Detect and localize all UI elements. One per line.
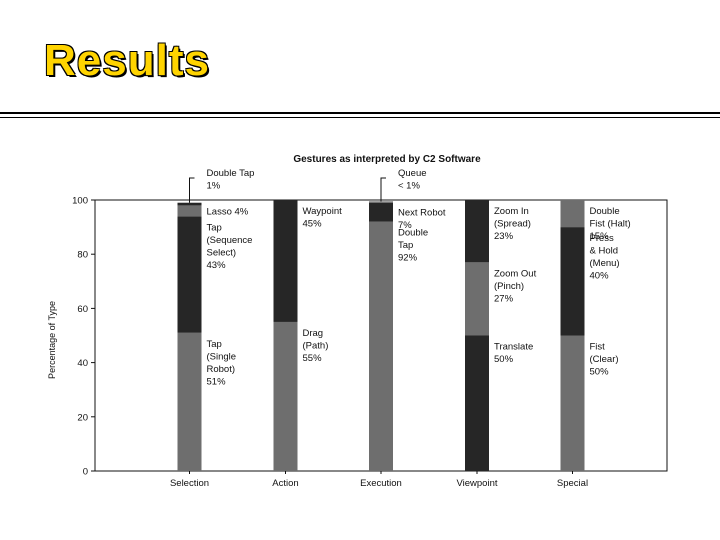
bar-segment [177, 216, 202, 333]
y-tick-label: 80 [77, 250, 88, 261]
segment-label: Double Tap 92% [398, 228, 428, 264]
segment-label: Double Tap 1% [207, 168, 255, 192]
bar-segment [273, 321, 298, 471]
segment-label: Lasso 4% [207, 206, 249, 217]
segment-label: Fist (Clear) 50% [590, 342, 619, 378]
bar-segment [465, 262, 489, 336]
x-tick-label: Execution [360, 478, 402, 489]
bar-segment [465, 335, 489, 471]
bar-segment [560, 335, 585, 471]
x-tick-label: Special [557, 478, 588, 489]
bar-segment [369, 202, 393, 222]
callout-leader [189, 177, 195, 203]
title-divider-thin [0, 117, 720, 118]
bar-segment [369, 201, 393, 203]
segment-label: Waypoint 45% [303, 206, 343, 230]
x-tick-label: Viewpoint [456, 478, 497, 489]
bar-segment [465, 200, 489, 263]
stacked-bar-chart: Gestures as interpreted by C2 Software P… [47, 154, 668, 489]
segment-label: Press & Hold (Menu) 40% [590, 233, 620, 282]
segment-label: Tap (Single Robot) 51% [207, 339, 237, 388]
bar-segment [560, 227, 585, 336]
bar-segment [177, 202, 202, 206]
title-divider [0, 112, 720, 114]
segment-label: Translate 50% [494, 342, 533, 366]
y-tick-label: 60 [77, 304, 88, 315]
segment-label: Zoom In (Spread) 23% [494, 206, 531, 242]
callout-leader [380, 177, 386, 202]
bar-segment [177, 332, 202, 471]
y-axis-label: Percentage of Type [47, 301, 57, 379]
bar-segment [560, 200, 585, 228]
bar-segment [273, 200, 298, 322]
segment-label: Double Fist (Halt) 15% [590, 206, 631, 242]
bar-segment [369, 221, 393, 471]
segment-label: Drag (Path) 55% [303, 328, 329, 364]
chart-title: Gestures as interpreted by C2 Software [293, 154, 481, 165]
segment-label: Queue < 1% [398, 168, 427, 192]
bar-segment [177, 205, 202, 217]
segment-label: Tap (Sequence Select) 43% [207, 222, 253, 271]
y-tick-label: 100 [72, 196, 88, 207]
segment-label: Next Robot 7% [398, 208, 446, 232]
segment-label: Zoom Out (Pinch) 27% [494, 268, 537, 304]
y-tick-label: 0 [83, 467, 88, 478]
plot-area: 0 20 40 60 80 100 Selection Action Execution View… [72, 168, 668, 489]
y-tick-label: 40 [77, 358, 88, 369]
slide-title: Results [44, 36, 210, 85]
y-tick-label: 20 [77, 412, 88, 423]
x-tick-label: Action [272, 478, 298, 489]
x-tick-label: Selection [170, 478, 209, 489]
